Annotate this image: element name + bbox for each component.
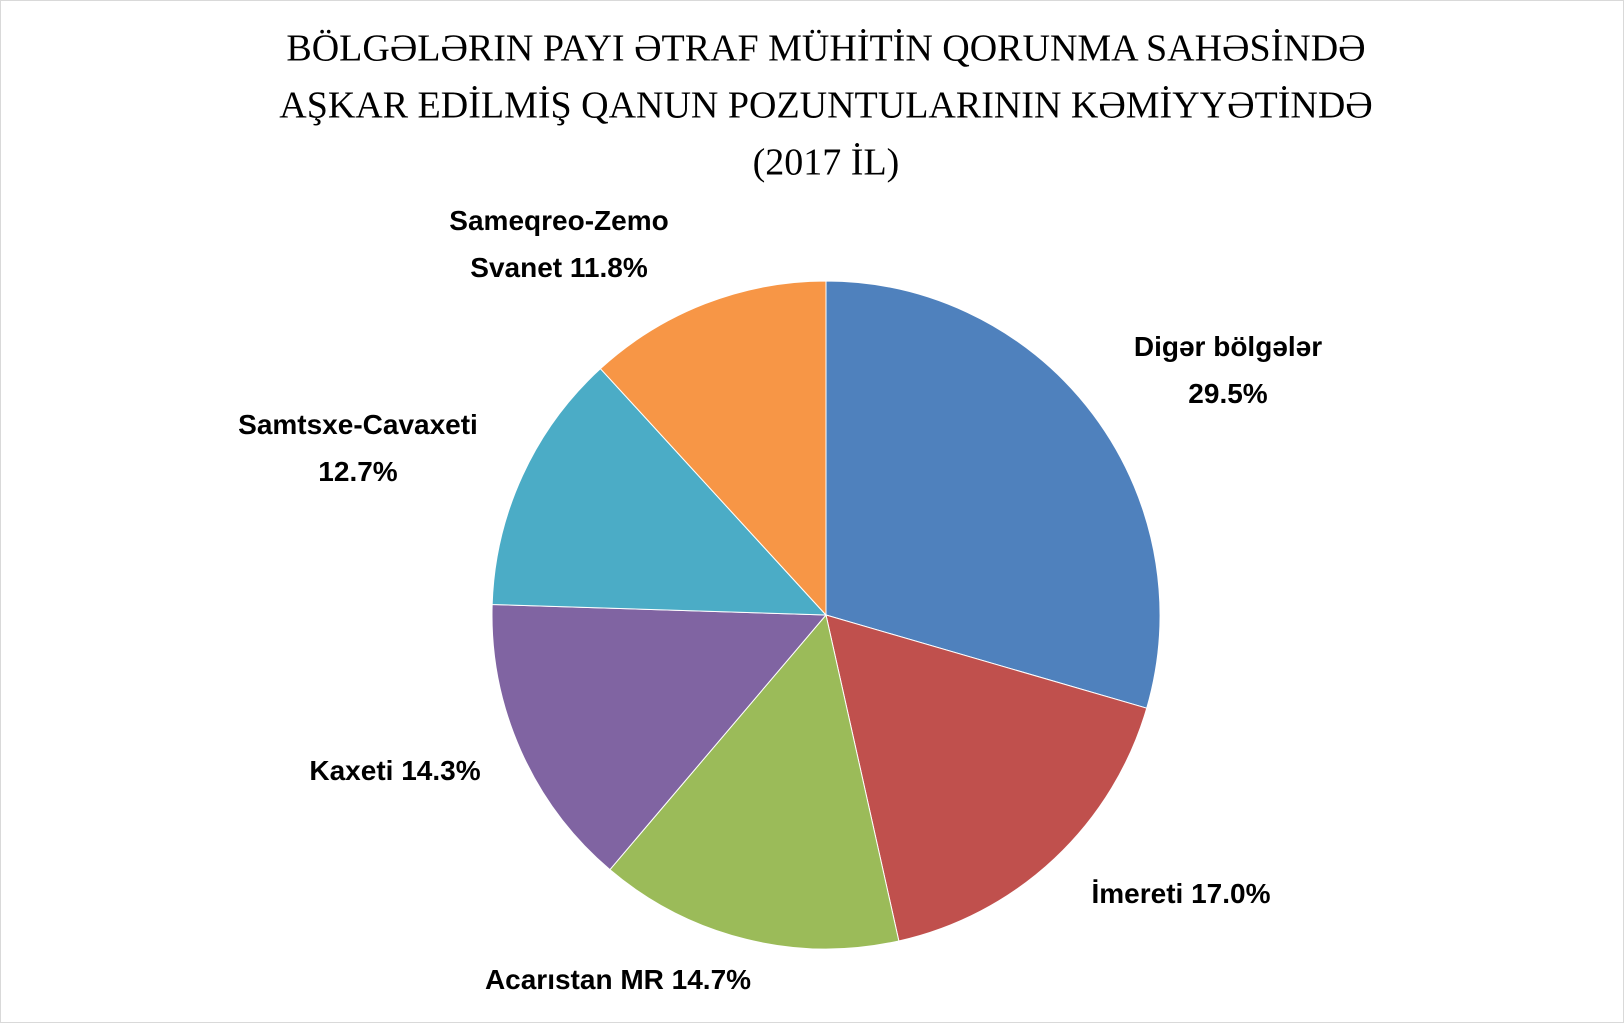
chart-title: (2017 İL) bbox=[753, 142, 900, 184]
pie-slice bbox=[825, 614, 1148, 942]
value-label: 17.0% bbox=[1191, 878, 1271, 909]
value-label: 14.7% bbox=[671, 964, 752, 995]
data-label: Sameqreo-Zemo Svanet 11.8% bbox=[429, 197, 689, 291]
category-label: Kaxeti bbox=[309, 755, 394, 786]
category-label: Acarıstan MR bbox=[484, 964, 664, 995]
category-label: İmereti bbox=[1091, 878, 1184, 909]
value-label: 14.3% bbox=[401, 755, 481, 786]
pie-slice bbox=[609, 613, 900, 950]
data-label: Samtsxe-Cavaxeti 12.7% bbox=[218, 401, 498, 495]
pie-slice bbox=[491, 367, 828, 616]
data-label: Digər bölgələr 29.5% bbox=[1103, 323, 1353, 417]
data-label: Acarıstan MR 14.7% bbox=[485, 956, 751, 1003]
value-label: 12.7% bbox=[318, 456, 398, 487]
category-label: Sameqreo-Zemo Svanet bbox=[449, 205, 669, 283]
data-label: Kaxeti 14.3% bbox=[309, 747, 480, 794]
category-label: Digər bölgələr bbox=[1133, 331, 1323, 362]
pie-slice bbox=[825, 280, 1161, 709]
value-label: 11.8% bbox=[569, 252, 648, 283]
chart-title: BÖLGƏLƏRIN PAYI ƏTRAF MÜHİTİN QORUNMA SA… bbox=[286, 28, 1365, 70]
pie-slice bbox=[599, 280, 827, 617]
data-label: İmereti 17.0% bbox=[1091, 870, 1270, 917]
pie-slice bbox=[491, 603, 828, 871]
category-label: Samtsxe-Cavaxeti bbox=[238, 409, 478, 440]
value-label: 29.5% bbox=[1188, 378, 1268, 409]
chart-title: AŞKAR EDİLMİŞ QANUN POZUNTULARININ KƏMİY… bbox=[279, 85, 1372, 127]
